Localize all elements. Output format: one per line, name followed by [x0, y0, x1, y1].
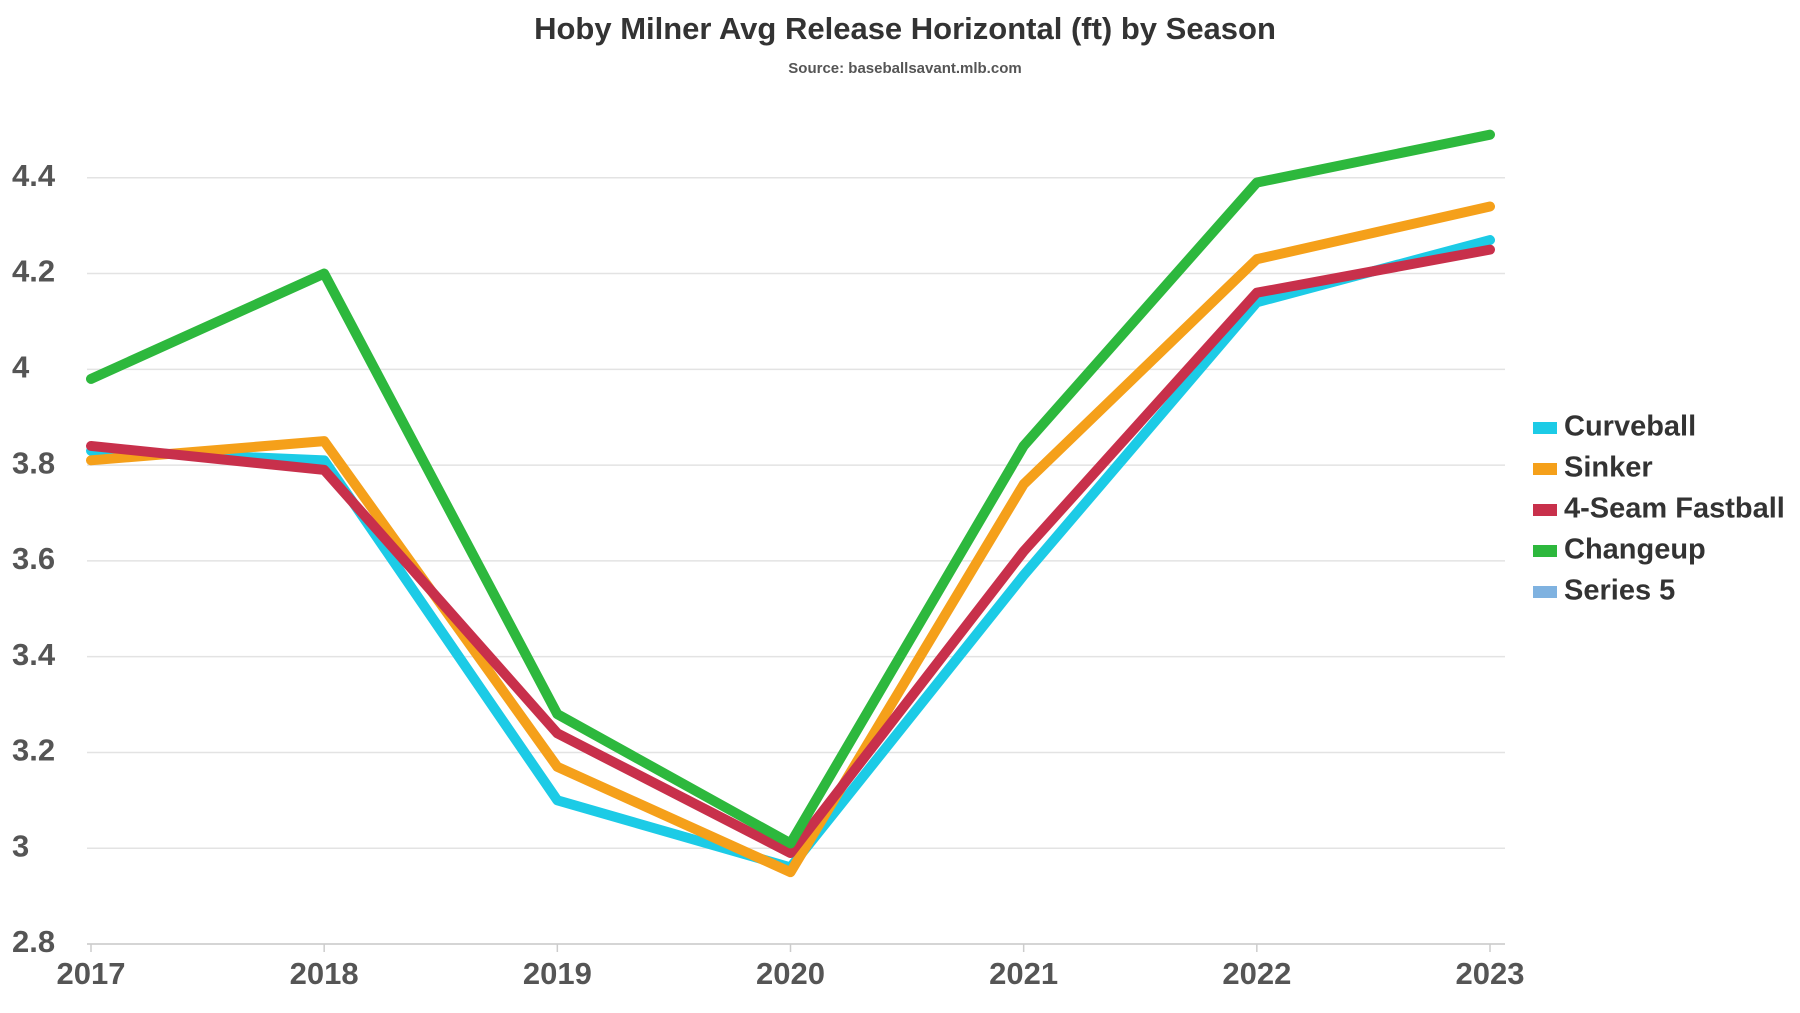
legend-swatch: [1533, 422, 1557, 434]
x-tick-label: 2022: [1222, 956, 1291, 991]
x-tick-label: 2023: [1456, 956, 1525, 991]
x-tick-label: 2018: [290, 956, 359, 991]
legend-label: Changeup: [1564, 534, 1706, 566]
y-tick-label: 4.2: [12, 254, 55, 289]
x-tick-label: 2017: [57, 956, 126, 991]
legend-label: 4-Seam Fastball: [1564, 493, 1785, 525]
legend-label: Sinker: [1564, 452, 1653, 484]
series-line: [86, 201, 1495, 878]
x-tick-label: 2019: [523, 956, 592, 991]
y-tick-label: 2.8: [12, 924, 55, 959]
chart-subtitle: Source: baseballsavant.mlb.com: [788, 60, 1021, 77]
legend-label: Curveball: [1564, 411, 1696, 443]
x-tick-label: 2020: [756, 956, 825, 991]
chart-title: Hoby Milner Avg Release Horizontal (ft) …: [534, 11, 1276, 46]
y-tick-label: 3.2: [12, 733, 55, 768]
y-tick-label: 3.6: [12, 541, 55, 576]
series-line: [86, 129, 1495, 849]
series-line: [86, 235, 1495, 873]
legend-swatch: [1533, 463, 1557, 475]
y-tick-label: 3.4: [12, 637, 56, 672]
x-tick-label: 2021: [989, 956, 1058, 991]
legend-label: Series 5: [1564, 575, 1675, 607]
legend-swatch: [1533, 545, 1557, 557]
y-tick-label: 4: [12, 350, 30, 385]
legend-swatch: [1533, 586, 1557, 598]
legend-swatch: [1533, 504, 1557, 516]
y-tick-label: 3.8: [12, 445, 55, 480]
y-tick-label: 3: [12, 828, 29, 863]
y-tick-label: 4.4: [12, 158, 56, 193]
series-line: [86, 244, 1495, 859]
